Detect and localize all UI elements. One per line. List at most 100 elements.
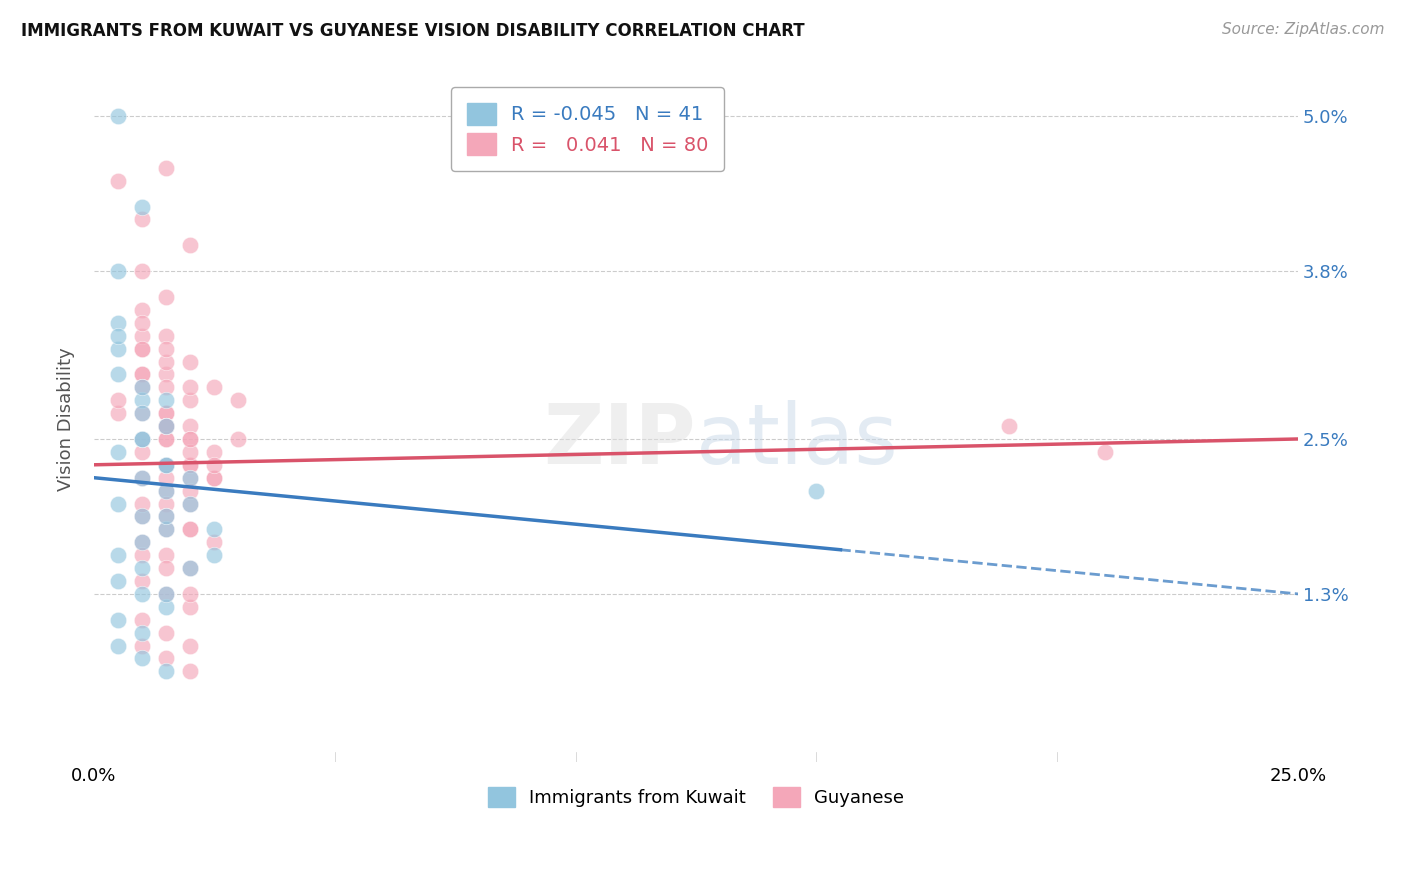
Point — [155, 509, 177, 524]
Point — [155, 380, 177, 394]
Point — [155, 354, 177, 368]
Point — [131, 380, 153, 394]
Point — [179, 561, 201, 575]
Point — [155, 561, 177, 575]
Point — [131, 368, 153, 382]
Point — [131, 406, 153, 420]
Point — [155, 419, 177, 434]
Point — [155, 406, 177, 420]
Point — [131, 509, 153, 524]
Point — [107, 574, 129, 588]
Point — [179, 471, 201, 485]
Point — [155, 509, 177, 524]
Point — [155, 483, 177, 498]
Point — [107, 368, 129, 382]
Point — [155, 458, 177, 472]
Point — [179, 445, 201, 459]
Point — [131, 587, 153, 601]
Point — [107, 316, 129, 330]
Point — [107, 174, 129, 188]
Text: IMMIGRANTS FROM KUWAIT VS GUYANESE VISION DISABILITY CORRELATION CHART: IMMIGRANTS FROM KUWAIT VS GUYANESE VISIO… — [21, 22, 804, 40]
Point — [179, 665, 201, 679]
Point — [131, 406, 153, 420]
Point — [131, 509, 153, 524]
Point — [107, 548, 129, 562]
Point — [179, 639, 201, 653]
Point — [107, 393, 129, 408]
Point — [131, 496, 153, 510]
Point — [131, 393, 153, 408]
Point — [1094, 445, 1116, 459]
Point — [131, 316, 153, 330]
Point — [179, 419, 201, 434]
Point — [179, 522, 201, 536]
Point — [131, 380, 153, 394]
Point — [155, 625, 177, 640]
Point — [155, 419, 177, 434]
Point — [107, 328, 129, 343]
Point — [179, 599, 201, 614]
Point — [155, 290, 177, 304]
Point — [131, 445, 153, 459]
Point — [155, 651, 177, 665]
Point — [155, 587, 177, 601]
Point — [179, 380, 201, 394]
Point — [179, 393, 201, 408]
Legend: Immigrants from Kuwait, Guyanese: Immigrants from Kuwait, Guyanese — [481, 780, 911, 814]
Point — [131, 432, 153, 446]
Point — [155, 406, 177, 420]
Point — [131, 200, 153, 214]
Text: atlas: atlas — [696, 400, 898, 481]
Point — [155, 432, 177, 446]
Point — [131, 342, 153, 356]
Point — [131, 471, 153, 485]
Point — [155, 458, 177, 472]
Point — [179, 238, 201, 252]
Point — [179, 496, 201, 510]
Point — [155, 665, 177, 679]
Point — [107, 342, 129, 356]
Point — [228, 432, 250, 446]
Point — [131, 342, 153, 356]
Point — [131, 548, 153, 562]
Point — [155, 328, 177, 343]
Point — [155, 483, 177, 498]
Point — [107, 613, 129, 627]
Point — [179, 458, 201, 472]
Point — [155, 161, 177, 175]
Point — [131, 561, 153, 575]
Point — [202, 445, 225, 459]
Point — [179, 354, 201, 368]
Point — [107, 639, 129, 653]
Point — [179, 561, 201, 575]
Point — [155, 522, 177, 536]
Point — [131, 302, 153, 317]
Point — [155, 496, 177, 510]
Point — [131, 471, 153, 485]
Point — [202, 522, 225, 536]
Point — [155, 368, 177, 382]
Point — [131, 535, 153, 549]
Point — [131, 535, 153, 549]
Point — [998, 419, 1021, 434]
Point — [155, 432, 177, 446]
Point — [179, 587, 201, 601]
Point — [107, 264, 129, 278]
Point — [179, 496, 201, 510]
Point — [131, 613, 153, 627]
Point — [131, 574, 153, 588]
Point — [179, 458, 201, 472]
Point — [806, 483, 828, 498]
Point — [155, 471, 177, 485]
Point — [131, 328, 153, 343]
Point — [131, 212, 153, 227]
Point — [202, 471, 225, 485]
Point — [155, 393, 177, 408]
Point — [202, 458, 225, 472]
Point — [155, 458, 177, 472]
Point — [131, 432, 153, 446]
Point — [202, 548, 225, 562]
Y-axis label: Vision Disability: Vision Disability — [58, 348, 75, 491]
Point — [179, 432, 201, 446]
Text: ZIP: ZIP — [544, 400, 696, 481]
